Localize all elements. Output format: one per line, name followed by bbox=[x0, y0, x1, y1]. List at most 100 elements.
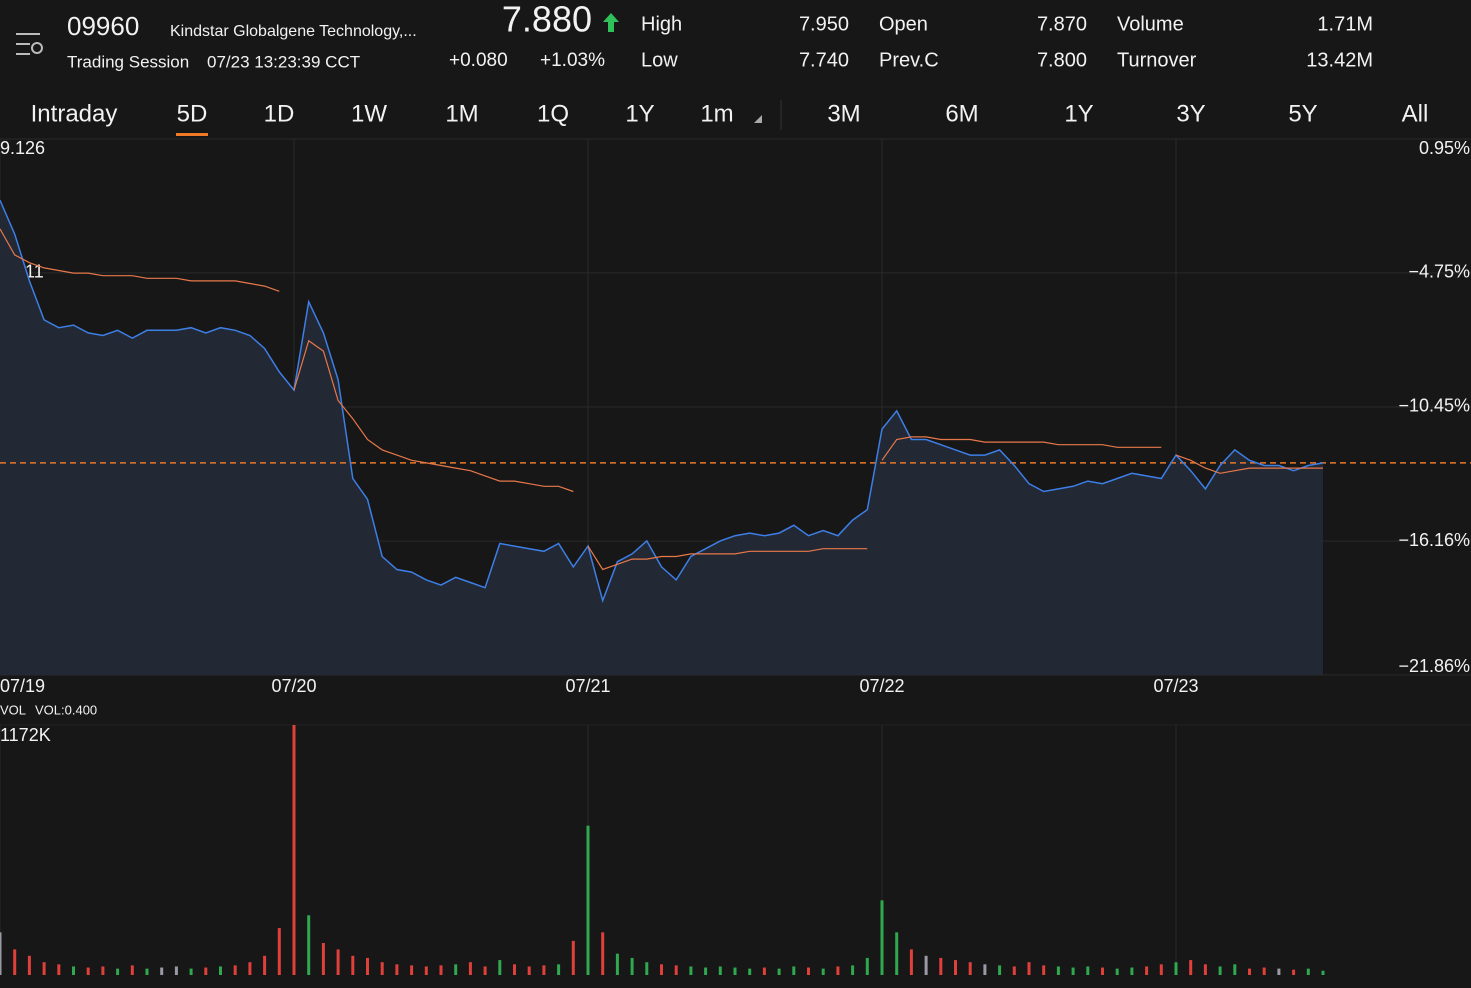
stat-label: Prev.C bbox=[879, 49, 939, 71]
stat-value: 13.42M bbox=[1306, 49, 1373, 71]
tab[interactable]: 1Q bbox=[537, 100, 569, 127]
volume-bar bbox=[1189, 960, 1193, 975]
tab[interactable]: 1Y bbox=[1064, 100, 1093, 127]
y-tick-label: 9.126 bbox=[0, 138, 45, 158]
menu-icon[interactable] bbox=[16, 33, 43, 55]
volume-bar bbox=[821, 968, 825, 975]
volume-bar bbox=[1012, 966, 1016, 975]
dropdown-triangle bbox=[754, 115, 762, 123]
volume-bar bbox=[792, 966, 796, 975]
change-pct: +1.03% bbox=[540, 50, 605, 71]
volume-bar bbox=[101, 966, 105, 975]
volume-bar bbox=[366, 957, 369, 975]
volume-bar bbox=[1306, 968, 1310, 975]
volume-bar bbox=[836, 966, 840, 975]
tab[interactable]: 1D bbox=[264, 100, 295, 127]
avg-line bbox=[0, 228, 280, 292]
volume-bar bbox=[454, 964, 458, 975]
tab[interactable]: 6M bbox=[945, 100, 978, 127]
volume-bar bbox=[42, 962, 46, 975]
volume-bar bbox=[1159, 964, 1163, 975]
tab[interactable]: All bbox=[1402, 100, 1429, 127]
volume-bar bbox=[1277, 968, 1281, 975]
y2-tick-label: −16.16% bbox=[1398, 530, 1470, 550]
volume-bar bbox=[263, 955, 267, 975]
volume-bar bbox=[336, 949, 340, 975]
vol-tick-label: 1172K bbox=[0, 725, 51, 745]
volume-bar bbox=[233, 965, 237, 975]
volume-bar bbox=[498, 960, 502, 975]
tab[interactable]: 1M bbox=[445, 100, 478, 127]
volume-bar bbox=[1042, 965, 1046, 975]
volume-bar bbox=[660, 964, 663, 975]
volume-bar bbox=[513, 964, 516, 975]
volume-bar bbox=[0, 932, 2, 975]
tab[interactable]: 1m bbox=[700, 100, 733, 127]
search-icon bbox=[31, 42, 43, 54]
volume-bar bbox=[1071, 967, 1075, 975]
volume-bar bbox=[13, 949, 17, 975]
tab[interactable]: 1Y bbox=[625, 100, 654, 127]
price: 7.880 bbox=[502, 0, 592, 40]
stat-value: 7.870 bbox=[1037, 13, 1087, 35]
tab[interactable]: 3M bbox=[827, 100, 860, 127]
volume-bar bbox=[57, 964, 61, 975]
volume-bar bbox=[924, 955, 928, 975]
volume-bar bbox=[1115, 968, 1119, 975]
volume-bar bbox=[410, 965, 414, 975]
volume-bar bbox=[130, 965, 134, 975]
time: 07/23 13:23:39 CCT bbox=[207, 52, 360, 71]
tab[interactable]: 5Y bbox=[1288, 100, 1317, 127]
volume-bar bbox=[998, 965, 1002, 975]
volume-bar bbox=[954, 960, 957, 975]
volume-bar bbox=[615, 953, 619, 975]
volume-bar bbox=[939, 957, 943, 975]
x-tick-label: 07/19 bbox=[0, 676, 45, 696]
tab[interactable]: 1W bbox=[351, 100, 387, 127]
avg-line bbox=[293, 339, 574, 493]
volume-bar bbox=[116, 968, 120, 975]
avg-line bbox=[1175, 454, 1323, 474]
volume-bar bbox=[865, 957, 869, 975]
tab-underline bbox=[176, 133, 208, 136]
change: +0.080 bbox=[449, 50, 508, 71]
stat-label: Turnover bbox=[1117, 49, 1197, 71]
volume-bar bbox=[542, 965, 546, 975]
stat-value: 1.71M bbox=[1317, 13, 1373, 35]
volume-bar bbox=[204, 967, 208, 975]
volume-bar bbox=[307, 915, 311, 975]
volume-bar bbox=[351, 955, 355, 975]
volume-bar bbox=[380, 962, 384, 975]
volume-bar bbox=[630, 957, 634, 975]
volume-bar bbox=[248, 962, 252, 975]
volume-bar bbox=[189, 968, 193, 975]
volume-bar bbox=[571, 940, 575, 975]
volume-bar bbox=[174, 966, 178, 975]
stat-label: High bbox=[641, 13, 682, 35]
volume-bar bbox=[219, 966, 222, 975]
symbol: 09960 bbox=[67, 11, 139, 41]
volume-bar bbox=[1233, 964, 1237, 975]
volume-bar bbox=[160, 967, 164, 975]
price-area bbox=[0, 200, 1323, 676]
volume-bar bbox=[586, 825, 590, 975]
volume-bar bbox=[468, 962, 472, 975]
volume-bar bbox=[748, 968, 752, 975]
volume-bar bbox=[321, 943, 325, 975]
session: Trading Session bbox=[67, 52, 189, 71]
volume-bar bbox=[807, 967, 810, 975]
volume-bar bbox=[674, 965, 678, 975]
tab[interactable]: Intraday bbox=[31, 100, 118, 127]
volume-bar bbox=[1130, 967, 1134, 975]
tab[interactable]: 5D bbox=[177, 100, 208, 127]
volume-bar bbox=[1101, 967, 1104, 975]
volume-bar bbox=[1262, 967, 1266, 975]
volume-bar bbox=[292, 725, 296, 975]
volume-bar bbox=[968, 962, 972, 975]
avg-line bbox=[587, 545, 868, 571]
volume-bar bbox=[395, 964, 399, 975]
volume-bar bbox=[1056, 966, 1060, 975]
tab[interactable]: 3Y bbox=[1176, 100, 1205, 127]
x-tick-label: 07/21 bbox=[565, 676, 610, 696]
